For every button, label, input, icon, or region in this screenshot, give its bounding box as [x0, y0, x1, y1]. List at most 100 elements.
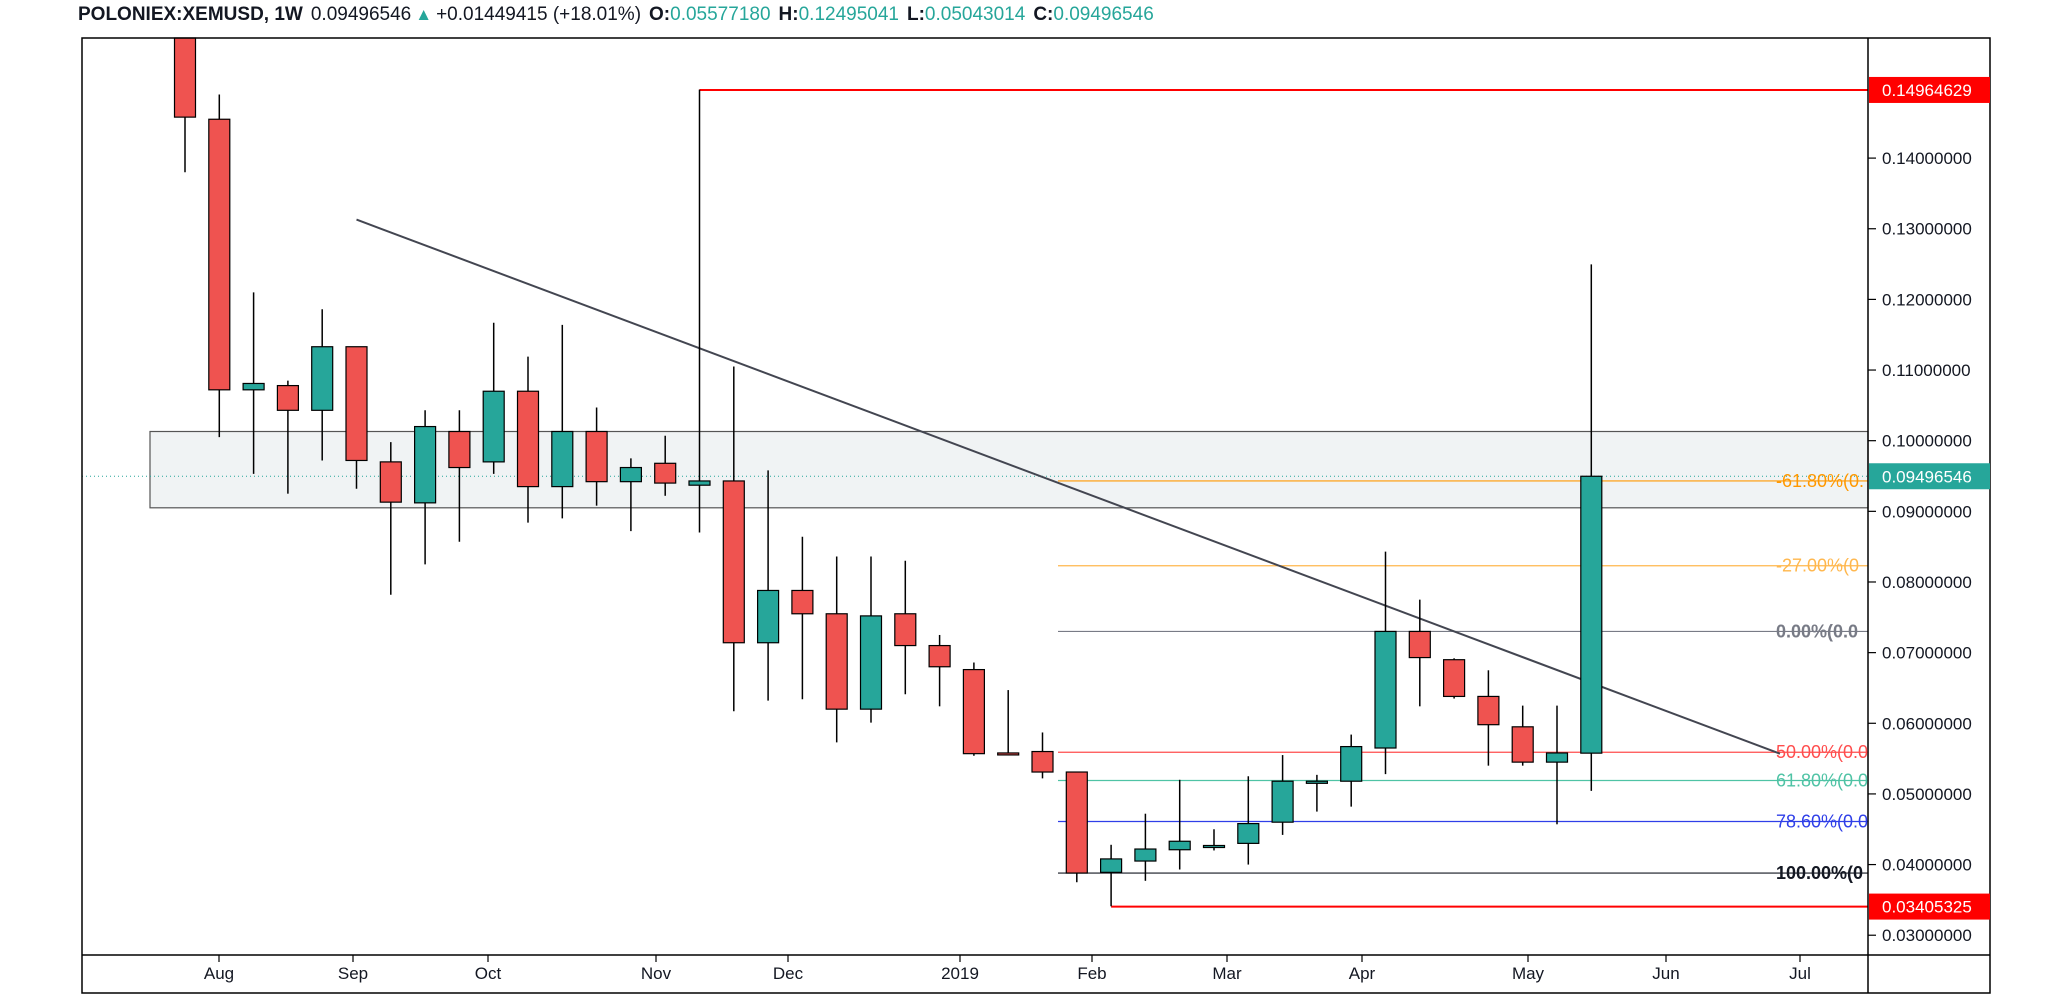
- candle-body-down: [1031, 750, 1054, 773]
- candle-19: [825, 556, 848, 743]
- candle-27: [1099, 844, 1123, 907]
- candle-body-down: [962, 668, 986, 755]
- y-tick-label: 0.14000000: [1882, 149, 1972, 168]
- candle-body-up: [1099, 858, 1123, 873]
- close-value: 0.09496546: [1053, 4, 1154, 25]
- candle-9: [482, 322, 505, 474]
- candle-17: [756, 470, 780, 701]
- candle-body-up: [688, 480, 711, 486]
- low-value: 0.05043014: [924, 4, 1026, 25]
- price-tag-label: 0.14964629: [1882, 81, 1972, 100]
- candle-6: [379, 442, 402, 595]
- candle-body-up: [619, 466, 643, 483]
- symbol-label: POLONIEX:XEMUSD, 1W: [78, 4, 303, 25]
- candle-25: [1031, 732, 1054, 779]
- candle-16: [722, 366, 745, 712]
- candle-body-down: [1408, 630, 1431, 659]
- x-tick-label: Sep: [338, 964, 368, 983]
- price-tag-2: 0.03405325: [1869, 893, 1990, 920]
- fib-level-label: -27.00%(0: [1776, 556, 1859, 576]
- candle-4: [311, 309, 334, 461]
- candle-10: [516, 356, 540, 523]
- candle-body-up: [1168, 840, 1191, 851]
- candle-37: [1442, 658, 1466, 699]
- fib-level-label: 61.80%(0.0: [1776, 771, 1868, 791]
- candle-body-up: [1374, 630, 1397, 749]
- candle-7: [414, 410, 437, 565]
- candle-41: [1580, 264, 1603, 791]
- candle-3: [276, 380, 299, 494]
- price-tag-1: 0.09496546: [1869, 463, 1990, 490]
- candle-body-down: [1477, 695, 1500, 726]
- candle-28: [1134, 813, 1157, 881]
- y-tick-label: 0.04000000: [1882, 856, 1972, 875]
- candle-24: [997, 690, 1020, 756]
- y-tick-label: 0.07000000: [1882, 644, 1972, 663]
- candle-body-down: [345, 346, 368, 462]
- candle-33: [1305, 774, 1329, 812]
- x-tick-label: 2019: [941, 964, 979, 983]
- candle-body-up: [1545, 752, 1569, 763]
- x-tick-label: May: [1512, 964, 1545, 983]
- candle-21: [894, 560, 917, 695]
- candle-body-up: [1305, 780, 1329, 784]
- up-arrow-icon: ▲: [415, 5, 433, 24]
- y-tick-label: 0.11000000: [1882, 361, 1971, 380]
- candle-12: [585, 407, 608, 506]
- fib-labels: -61.80%(0. -27.00%(0 0.00%(0.0 50.00%(0.0 61…: [1776, 471, 1868, 883]
- candle-body-up: [414, 425, 437, 504]
- candle-body-down: [722, 480, 745, 644]
- x-tick-label: Jun: [1652, 964, 1679, 983]
- candle-body-down: [173, 37, 197, 118]
- candle-34: [1340, 734, 1363, 807]
- candle-39: [1511, 705, 1534, 766]
- candle-body-up: [1202, 844, 1226, 849]
- candle-8: [448, 410, 471, 542]
- y-tick-label: 0.13000000: [1882, 220, 1972, 239]
- candle-body-down: [791, 589, 814, 615]
- descending-trendline: [356, 218, 1781, 755]
- candle-body-up: [756, 589, 780, 644]
- y-tick-label: 0.08000000: [1882, 573, 1972, 592]
- candle-body-down: [894, 613, 917, 647]
- candle-15: [688, 89, 711, 533]
- x-tick-label: Apr: [1349, 964, 1376, 983]
- fib-level-label: 50.00%(0.0: [1776, 742, 1868, 762]
- candle-29: [1168, 779, 1191, 870]
- y-tick-label: 0.09000000: [1882, 502, 1972, 521]
- fib-level-label: 0.00%(0.0: [1776, 621, 1858, 641]
- open-label: O:: [649, 4, 671, 25]
- candle-32: [1271, 755, 1294, 835]
- fib-level-label: 100.00%(0: [1776, 863, 1863, 883]
- candle-31: [1237, 776, 1260, 865]
- candle-body-down: [208, 118, 231, 391]
- candle-body-down: [379, 461, 402, 503]
- resistance-zone: [149, 430, 1869, 509]
- x-tick-label: Oct: [475, 964, 502, 983]
- price-tag-box: [1869, 76, 1990, 103]
- candle-38: [1477, 670, 1500, 766]
- candle-36: [1408, 599, 1431, 707]
- chart-frame: [81, 37, 1991, 994]
- candle-body-up: [242, 382, 265, 391]
- candle-body-down: [1511, 726, 1534, 763]
- candle-body-up: [1237, 822, 1260, 844]
- price-tag-box: [1869, 463, 1990, 490]
- x-tick-label: Jul: [1789, 964, 1811, 983]
- candle-5: [345, 346, 368, 489]
- candle-body-down: [997, 752, 1020, 756]
- candle-35: [1374, 551, 1397, 775]
- fib-level-label: 78.60%(0.0: [1776, 811, 1868, 831]
- x-tick-label: Nov: [641, 964, 672, 983]
- price-tag-label: 0.03405325: [1882, 898, 1972, 917]
- candle-body-up: [1271, 780, 1294, 823]
- candle-body-up: [1340, 745, 1363, 782]
- candle-22: [928, 634, 951, 707]
- candle-23: [962, 662, 986, 756]
- candle-body-up: [859, 615, 883, 710]
- y-tick-label: 0.10000000: [1882, 432, 1972, 451]
- y-tick-label: 0.12000000: [1882, 290, 1972, 309]
- x-tick-label: Dec: [773, 964, 804, 983]
- candle-20: [859, 556, 883, 723]
